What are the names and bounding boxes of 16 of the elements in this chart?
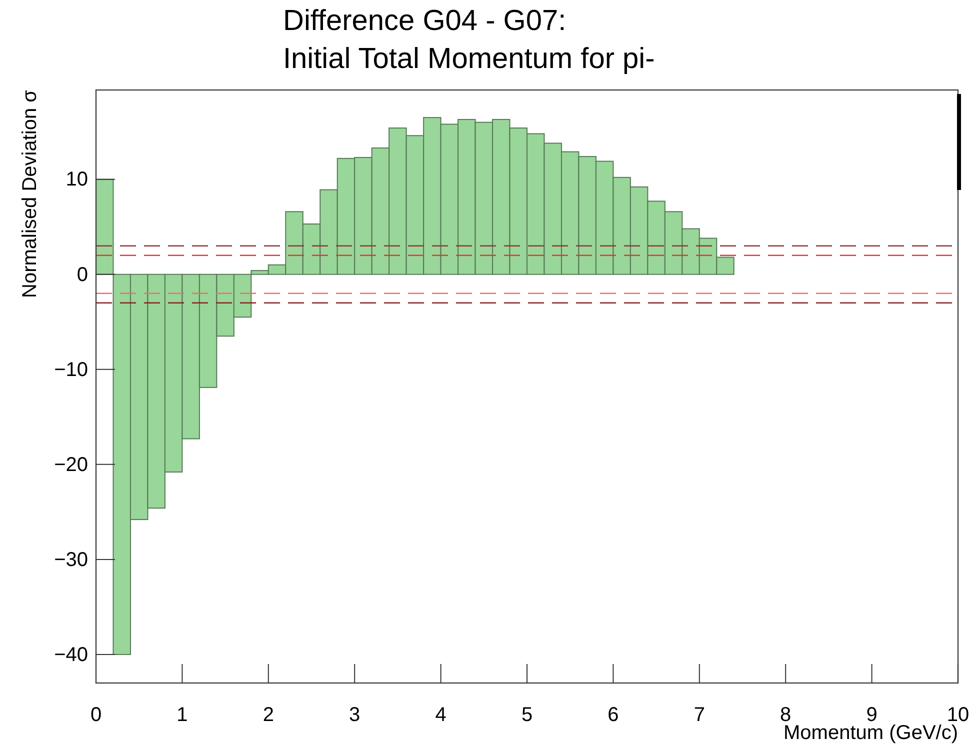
x-tick-label: 5 [521,704,533,726]
x-tick-label: 2 [262,704,274,726]
y-axis-title: Normalised Deviation σ [19,89,41,298]
x-tick-label: 7 [694,704,705,726]
chart-title: Difference G04 - G07: Initial Total Momentum for pi- [283,5,655,75]
y-tick-label: −40 [54,644,88,666]
x-tick-label: 6 [608,704,619,726]
y-tick-label: −10 [54,358,88,381]
x-tick-label: 4 [435,704,446,726]
y-tick-label: −30 [54,548,88,571]
y-tick-label: 10 [66,168,88,191]
x-tick-label: 1 [176,704,188,726]
x-tick-label: 0 [90,704,102,726]
x-tick-label: 3 [349,704,360,726]
y-tick-label: 0 [76,264,88,286]
y-tick-label: −20 [54,454,88,476]
